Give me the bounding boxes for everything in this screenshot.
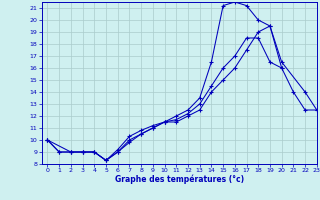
X-axis label: Graphe des températures (°c): Graphe des températures (°c) — [115, 175, 244, 184]
